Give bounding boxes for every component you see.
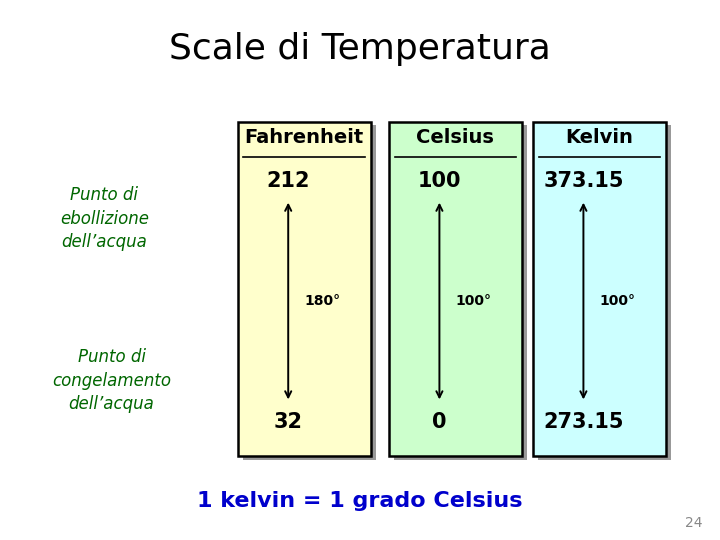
Text: Celsius: Celsius	[416, 128, 495, 147]
Text: 100°: 100°	[599, 294, 635, 308]
Text: Fahrenheit: Fahrenheit	[245, 128, 364, 147]
Text: 180°: 180°	[304, 294, 340, 308]
Bar	[394, 125, 527, 460]
Bar	[238, 122, 371, 456]
Text: 24: 24	[685, 516, 702, 530]
Text: 100°: 100°	[455, 294, 491, 308]
Text: 1 kelvin = 1 grado Celsius: 1 kelvin = 1 grado Celsius	[197, 491, 523, 511]
Text: Punto di
congelamento
dell’acqua: Punto di congelamento dell’acqua	[52, 348, 171, 413]
Text: 373.15: 373.15	[543, 171, 624, 191]
Text: 0: 0	[432, 412, 446, 433]
Text: Punto di
ebollizione
dell’acqua: Punto di ebollizione dell’acqua	[60, 186, 149, 251]
Bar	[243, 125, 376, 460]
Text: 212: 212	[266, 171, 310, 191]
Text: 273.15: 273.15	[543, 412, 624, 433]
Text: Scale di Temperatura: Scale di Temperatura	[169, 32, 551, 65]
Bar	[533, 122, 666, 456]
Text: 100: 100	[418, 171, 462, 191]
Bar	[389, 122, 522, 456]
Text: Kelvin: Kelvin	[565, 128, 634, 147]
Bar	[538, 125, 671, 460]
Text: 32: 32	[274, 412, 302, 433]
